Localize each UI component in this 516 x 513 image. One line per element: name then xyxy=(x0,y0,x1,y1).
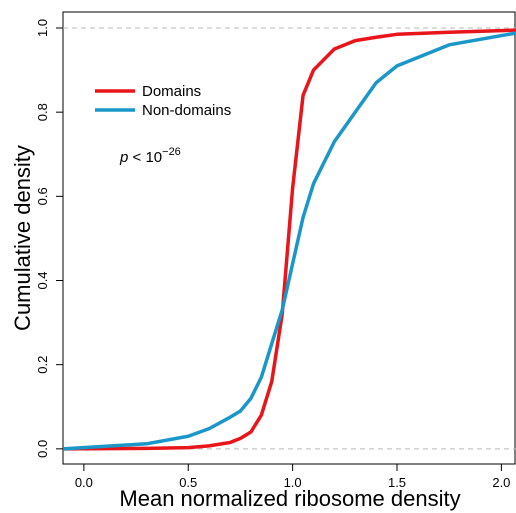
legend-label: Non-domains xyxy=(142,102,231,119)
annotation-text: < 10 xyxy=(133,149,163,166)
legend-label: Domains xyxy=(142,83,201,100)
y-tick-label: 0.2 xyxy=(35,356,50,374)
plot-frame xyxy=(62,11,516,465)
annotation-italic: p xyxy=(119,149,128,166)
x-axis-title: Mean normalized ribosome density xyxy=(119,486,460,511)
annotation-superscript: −26 xyxy=(162,146,181,158)
x-tick-label: 1.5 xyxy=(388,475,406,490)
series-line xyxy=(63,28,516,451)
y-tick-label: 1.0 xyxy=(35,19,50,37)
x-tick-label: 1.0 xyxy=(284,475,302,490)
y-tick-label: 0.8 xyxy=(35,103,50,121)
series-line xyxy=(63,31,516,451)
plot-area xyxy=(63,27,516,451)
y-axis-title: Cumulative density xyxy=(10,145,35,331)
annotation: p < 10−26 xyxy=(119,146,181,166)
x-tick-label: 2.0 xyxy=(492,475,510,490)
x-tick-label: 0.0 xyxy=(75,475,93,490)
x-tick-label: 0.5 xyxy=(179,475,197,490)
y-tick-label: 0.0 xyxy=(35,440,50,458)
y-tick-label: 0.4 xyxy=(35,271,50,289)
y-tick-label: 0.6 xyxy=(35,187,50,205)
